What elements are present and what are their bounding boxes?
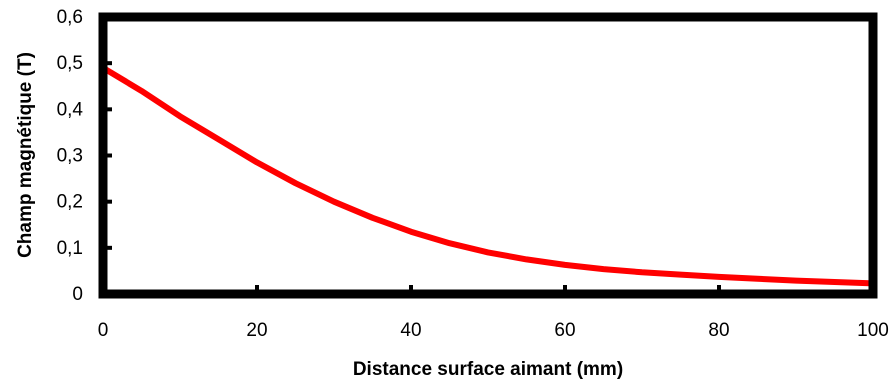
series-line	[100, 64, 876, 287]
y-tick-label: 0,5	[57, 53, 83, 74]
x-tick-label: 0	[98, 320, 109, 341]
x-tick-label: 40	[400, 320, 421, 341]
y-tick-label: 0,2	[57, 192, 83, 213]
y-tick-label: 0	[72, 284, 83, 305]
y-tick-label: 0,1	[57, 238, 83, 259]
y-tick-label: 0,3	[57, 146, 83, 167]
y-tick-label: 0,6	[57, 7, 83, 28]
x-tick-label: 60	[554, 320, 575, 341]
labels-layer: 0 0,1 0,2 0,3 0,4 0,5 0,6 0 20 40 60 80 100	[57, 7, 889, 341]
series-layer	[100, 64, 876, 287]
x-axis-title: Distance surface aimant (mm)	[353, 359, 623, 380]
x-tick-label: 80	[708, 320, 729, 341]
x-tick-label: 100	[857, 320, 889, 341]
x-tick-label: 20	[246, 320, 267, 341]
y-axis-title: Champ magnétique (T)	[15, 52, 36, 258]
plot-frame	[98, 12, 878, 299]
y-tick-label: 0,4	[57, 99, 84, 120]
